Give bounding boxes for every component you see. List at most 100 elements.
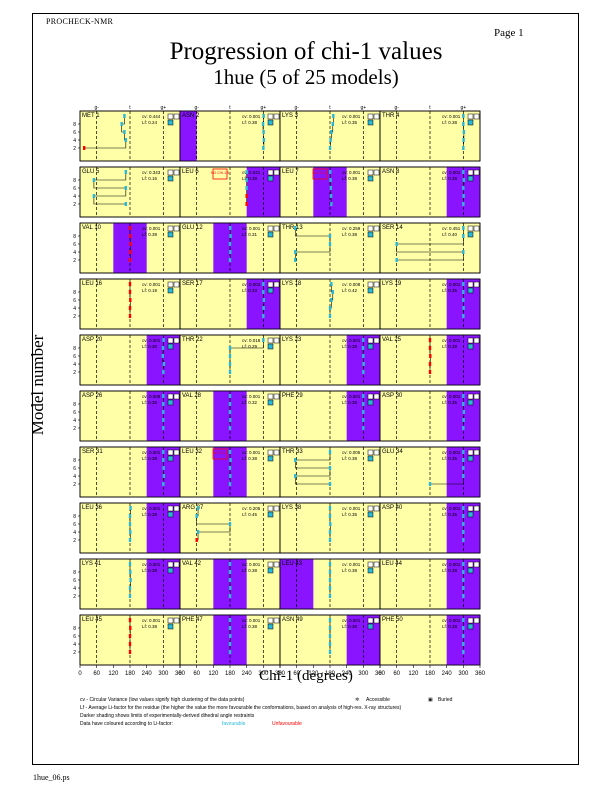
access-flag-icon [173, 113, 180, 120]
chi1-point [124, 170, 128, 174]
lf-value: Lf: 0.39 [142, 512, 158, 517]
lf-colour-box [167, 399, 174, 406]
cv-value: cv: 0.001 [142, 338, 161, 343]
y-tick-label: 4 [73, 306, 76, 312]
chi1-point [162, 370, 165, 374]
access-flag-icon [373, 449, 380, 456]
chi1-point [129, 298, 132, 302]
y-tick-label: 2 [73, 258, 76, 264]
lf-value: Lf: 0.31 [242, 232, 258, 237]
chi1-point [462, 570, 465, 574]
lf-value: Lf: 0.42 [342, 288, 358, 293]
residue-label: GLU 12 [182, 225, 203, 231]
chi1-point [128, 314, 132, 318]
residue-label: ASN 8 [382, 169, 400, 175]
chi1-point [128, 618, 132, 622]
cv-value: cv: 0.001 [442, 618, 461, 623]
no-chi1-label: NO CHI-1 [312, 171, 327, 175]
chi1-point [261, 122, 265, 126]
chart-subtitle: 1hue (5 of 25 models) [213, 65, 399, 89]
lf-colour-box [167, 231, 174, 238]
chi1-point [462, 250, 465, 254]
residue-label: ASN 49 [282, 617, 303, 623]
progression-line [295, 452, 331, 461]
chi1-point [196, 506, 200, 510]
chi1-point [245, 194, 248, 198]
progression-line [430, 476, 464, 485]
access-flag-icon [273, 225, 280, 232]
lf-colour-box [167, 455, 174, 462]
access-flag-icon [173, 225, 180, 232]
panel-border [379, 334, 481, 386]
chi1-point [228, 394, 232, 398]
y-tick-label: 2 [73, 594, 76, 600]
acc-box-icon [467, 449, 474, 456]
legend-shading-note: Darker shading shows limits of experimen… [80, 713, 255, 719]
legend-favourable: favourable [222, 721, 246, 727]
cv-value: cv: 0.008 [342, 282, 361, 287]
lf-colour-box [367, 175, 374, 182]
chi1-point [128, 562, 132, 566]
cv-value: cv: 0.444 [142, 114, 161, 119]
access-flag-icon [473, 617, 480, 624]
no-chi1-label: NO CHI-1 [212, 451, 227, 455]
lf-value: Lf: 0.35 [342, 400, 358, 405]
chi1-point [462, 202, 465, 206]
lf-value: Lf: 0.36 [342, 624, 358, 629]
rotamer-label: g+ [160, 105, 166, 111]
progression-line [294, 460, 330, 469]
panel-border [379, 390, 481, 442]
residue-label: LYS 18 [282, 281, 302, 287]
chi1-point [362, 402, 365, 406]
rotamer-label: t [329, 105, 331, 111]
access-flag-icon [173, 561, 180, 568]
chi1-point [395, 242, 398, 246]
y-tick-label: 4 [73, 530, 76, 536]
lf-value: Lf: 0.30 [142, 344, 158, 349]
chi1-point [229, 250, 232, 254]
lf-value: Lf: 0.38 [242, 120, 258, 125]
lf-colour-box [267, 287, 274, 294]
progression-line [84, 140, 127, 149]
lf-value: Lf: 0.35 [442, 456, 458, 461]
chi1-point [428, 338, 432, 342]
chi1-point [331, 290, 334, 294]
y-tick-label: 4 [73, 194, 76, 200]
chi1-point [462, 282, 465, 286]
access-flag-icon [373, 113, 380, 120]
cv-value: cv: 0.001 [442, 338, 461, 343]
chi1-point [262, 338, 265, 342]
lf-value: Lf: 0.38 [342, 456, 358, 461]
chi1-point [462, 394, 465, 398]
acc-box-icon [267, 113, 274, 120]
progression-line [295, 468, 331, 477]
lf-colour-box [467, 287, 474, 294]
legend-coloured-note: Data have coloured according to Li-facto… [80, 721, 173, 727]
progression-line [93, 180, 126, 189]
cv-value: cv: 0.001 [442, 562, 461, 567]
chi1-point [462, 538, 465, 542]
y-tick-label: 2 [73, 426, 76, 432]
lf-colour-box [167, 511, 174, 518]
rotamer-label: g- [394, 105, 399, 111]
chi1-point [262, 290, 265, 294]
chi1-point [462, 458, 465, 462]
acc-box-icon [167, 281, 174, 288]
lf-colour-box [367, 623, 374, 630]
x-tick-label: 180 [325, 671, 336, 677]
y-tick-label: 6 [73, 634, 76, 640]
residue-label: LEU 32 [182, 449, 203, 455]
chi1-point [228, 426, 232, 430]
cv-value: cv: 0.001 [442, 450, 461, 455]
access-flag-icon [273, 393, 280, 400]
y-tick-label: 6 [73, 578, 76, 584]
cv-value: cv: 0.001 [242, 226, 261, 231]
residue-label: ASP 40 [382, 505, 403, 511]
access-flag-icon [373, 169, 380, 176]
residue-label: LEU 6 [182, 169, 199, 175]
lf-value: Lf: 0.38 [342, 176, 358, 181]
chi1-point [331, 122, 334, 126]
chi1-point [162, 338, 165, 342]
acc-box-icon [267, 225, 274, 232]
y-tick-label: 4 [73, 138, 76, 144]
